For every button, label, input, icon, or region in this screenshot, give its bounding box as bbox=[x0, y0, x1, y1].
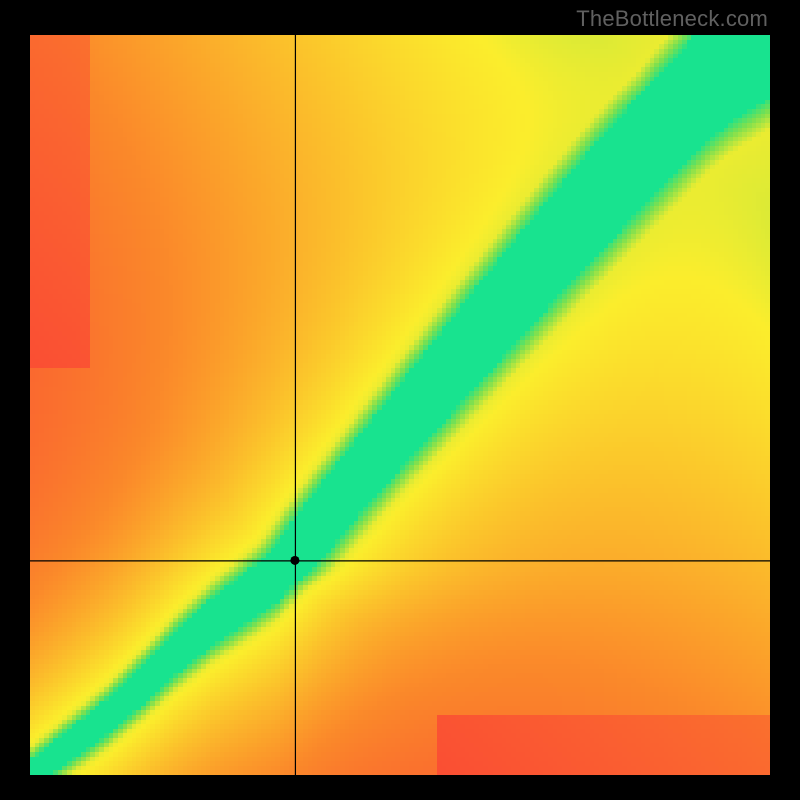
heatmap-canvas bbox=[30, 35, 770, 775]
watermark-text: TheBottleneck.com bbox=[576, 6, 768, 32]
